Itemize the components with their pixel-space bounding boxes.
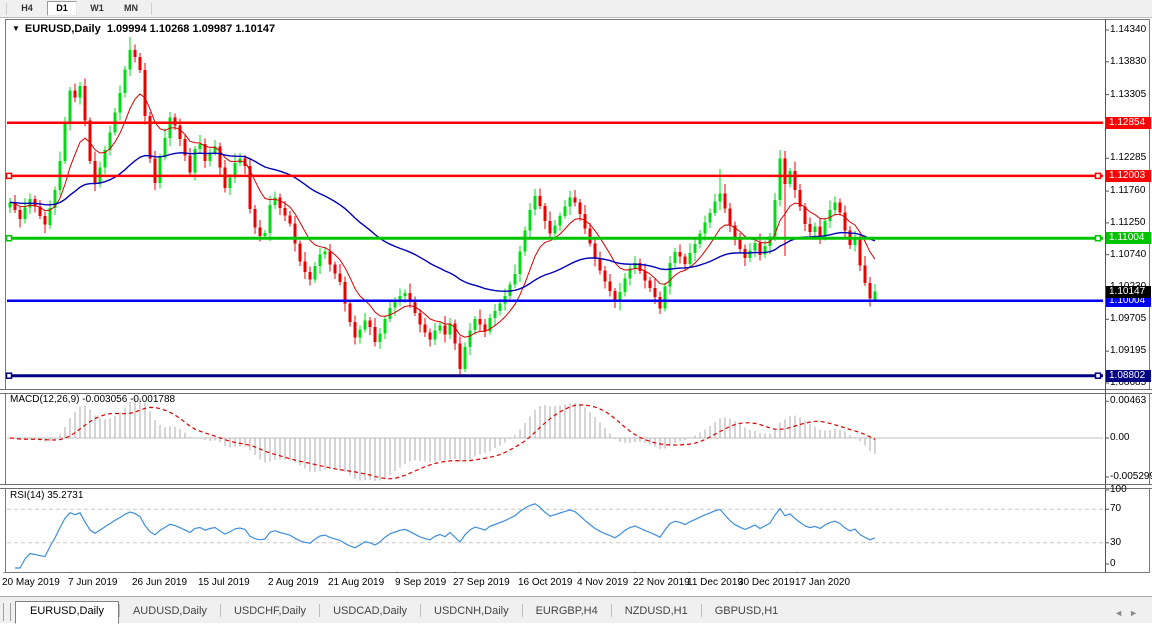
date-label: 21 Aug 2019 <box>328 577 385 588</box>
timeframe-button-d1[interactable]: D1 <box>47 1 77 16</box>
tab-divider <box>610 604 612 617</box>
price-tick-label: 1.08685 <box>1110 377 1147 388</box>
date-label: 30 Dec 2019 <box>738 577 795 588</box>
tab-scroll-right-icon[interactable]: ► <box>1129 608 1144 618</box>
chart-tab-eurusd-daily[interactable]: EURUSD,Daily <box>15 601 119 624</box>
date-label: 22 Nov 2019 <box>633 577 690 588</box>
panel-splitter-macd[interactable] <box>0 389 1152 394</box>
price-badge-1.12854: 1.12854 <box>1106 116 1151 129</box>
chart-tab-nzdusd-h1[interactable]: NZDUSD,H1 <box>624 605 688 617</box>
chart-tab-audusd-daily[interactable]: AUDUSD,Daily <box>132 605 207 617</box>
price-tick-label: 1.12285 <box>1110 152 1147 164</box>
chart-tab-usdcnh-daily[interactable]: USDCNH,Daily <box>434 605 509 617</box>
date-label: 4 Nov 2019 <box>577 577 629 588</box>
chart-dropdown-icon[interactable]: ▼ <box>12 24 20 33</box>
rsi-axis-label: 30 <box>1110 536 1122 548</box>
rsi-axis-label: 0 <box>1110 558 1116 569</box>
tab-divider <box>219 604 221 617</box>
chart-symbol-label: EURUSD,Daily <box>24 23 101 35</box>
date-label: 11 Dec 2019 <box>687 577 743 588</box>
price-tick-label: 1.13830 <box>1110 55 1147 67</box>
tab-scroll-left-icon[interactable]: ◄ <box>1114 608 1130 618</box>
rsi-axis-label: 100 <box>1110 484 1127 495</box>
macd-axis-label: 0.00463 <box>1110 395 1147 407</box>
tabbar-grip[interactable] <box>3 603 11 621</box>
price-tick-label: 1.11250 <box>1110 216 1146 228</box>
macd-axis-label: -0.005299 <box>1110 471 1152 482</box>
chart-tab-bar: EURUSD,Daily AUDUSD,Daily USDCHF,Daily USDC… <box>0 596 1152 624</box>
date-label: 7 Jun 2019 <box>68 577 118 588</box>
date-label: 2 Aug 2019 <box>268 577 319 588</box>
date-label: 27 Sep 2019 <box>453 577 510 588</box>
rsi-axis-label: 70 <box>1110 503 1122 515</box>
chart-tab-usdcad-daily[interactable]: USDCAD,Daily <box>333 605 408 617</box>
date-label: 9 Sep 2019 <box>395 577 447 588</box>
chart-ohlc-values: 1.09994 1.10268 1.09987 1.10147 <box>106 23 276 35</box>
price-tick-label: 1.09195 <box>1110 345 1147 357</box>
price-tick-label: 1.14340 <box>1110 24 1147 35</box>
price-tick-label: 1.10740 <box>1110 248 1147 260</box>
rsi-indicator-label: RSI(14) 35.2731 <box>10 490 84 501</box>
toolbar-separator <box>151 2 152 15</box>
timeframe-toolbar: H4 D1 W1 MN <box>0 0 1152 18</box>
date-label: 17 Jan 2020 <box>795 577 851 588</box>
date-label: 20 May 2019 <box>2 577 60 588</box>
tab-divider <box>521 604 523 617</box>
price-chart-canvas[interactable] <box>6 20 1104 389</box>
macd-panel-canvas[interactable] <box>6 392 1104 484</box>
current-price-badge: 1.10147 <box>1106 285 1151 298</box>
toolbar-separator <box>6 2 7 15</box>
price-badge-1.12003: 1.12003 <box>1106 169 1151 182</box>
macd-axis-label: 0.00 <box>1110 432 1130 443</box>
panel-splitter-rsi[interactable] <box>0 484 1152 489</box>
macd-indicator-label: MACD(12,26,9) -0.003056 -0.001788 <box>10 394 176 405</box>
price-tick-label: 1.09705 <box>1110 313 1147 325</box>
tab-divider <box>118 604 120 617</box>
date-label: 16 Oct 2019 <box>518 577 573 588</box>
price-tick-label: 1.11760 <box>1110 185 1146 197</box>
tab-divider <box>420 604 422 617</box>
chart-tab-usdchf-daily[interactable]: USDCHF,Daily <box>233 605 307 617</box>
price-badge-1.08802: 1.08802 <box>1106 369 1151 382</box>
chart-tab-eurgbp-h4[interactable]: EURGBP,H4 <box>535 605 598 617</box>
time-axis: 20 May 2019 7 Jun 2019 26 Jun 2019 15 Jul 2… <box>0 573 1152 596</box>
price-axis-line <box>1105 19 1106 573</box>
chart-tab-gbpusd-h1[interactable]: GBPUSD,H1 <box>714 605 779 617</box>
chart-title: ▼ EURUSD,Daily 1.09994 1.10268 1.09987 1.… <box>12 23 275 35</box>
date-label: 15 Jul 2019 <box>198 577 250 588</box>
tab-divider <box>319 604 321 617</box>
price-tick-label: 1.13305 <box>1110 88 1147 100</box>
tab-divider <box>700 604 702 617</box>
timeframe-button-w1[interactable]: W1 <box>90 3 104 13</box>
timeframe-button-h4[interactable]: H4 <box>21 3 33 13</box>
timeframe-button-mn[interactable]: MN <box>124 3 138 13</box>
price-badge-1.11004: 1.11004 <box>1106 232 1151 245</box>
date-label: 26 Jun 2019 <box>132 577 188 588</box>
rsi-panel-canvas[interactable] <box>6 487 1104 572</box>
